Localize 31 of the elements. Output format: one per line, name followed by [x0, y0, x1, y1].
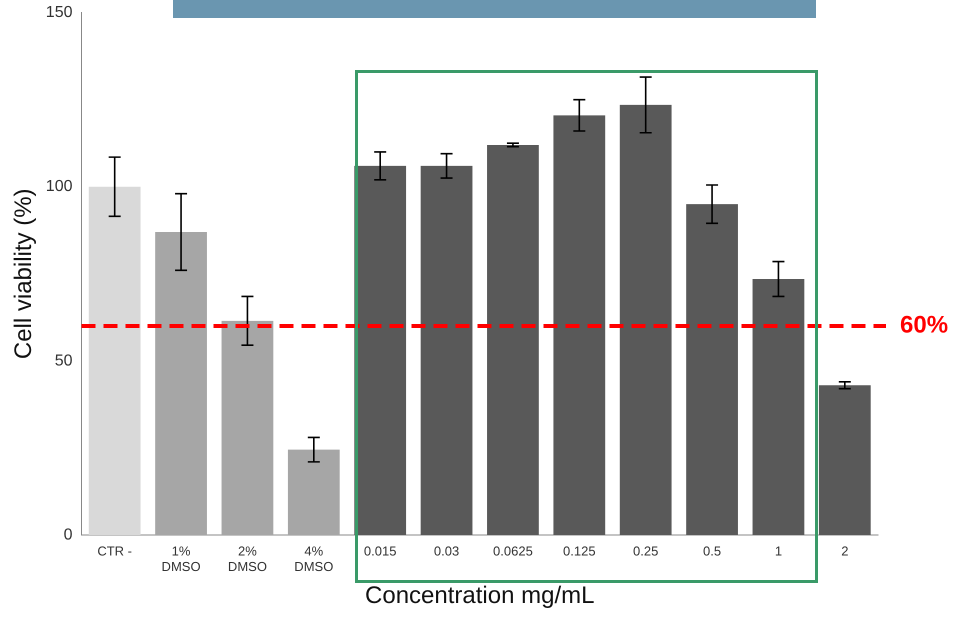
- x-tick-label: 2: [841, 543, 848, 558]
- x-axis-title: Concentration mg/mL: [365, 582, 594, 610]
- ref-line-label: 60%: [900, 312, 948, 339]
- bar: [288, 450, 340, 535]
- bar: [88, 186, 141, 535]
- y-tick-label: 0: [64, 526, 73, 544]
- bar: [752, 279, 804, 535]
- bar: [222, 320, 274, 535]
- x-tick-label: 4% DMSO: [294, 543, 334, 574]
- x-tick-label: 1: [774, 543, 782, 558]
- bar: [620, 104, 672, 535]
- x-tick-label: 0.015: [364, 543, 396, 558]
- bar: [686, 204, 738, 535]
- y-tick-label: 100: [46, 178, 73, 196]
- x-tick-label: 0.0625: [493, 543, 533, 558]
- x-tick-label: 0.125: [563, 543, 596, 558]
- x-tick-label: 0.25: [633, 543, 658, 558]
- bar: [487, 144, 539, 535]
- x-tick-label: CTR -: [97, 543, 132, 558]
- bar: [420, 166, 472, 535]
- x-tick-label: 1% DMSO: [162, 543, 201, 574]
- x-tick-label: 0.5: [703, 543, 722, 558]
- y-axis-title: Cell viability (%): [10, 188, 38, 360]
- y-tick-label: 50: [54, 352, 73, 370]
- bar: [354, 166, 406, 535]
- bar: [155, 232, 207, 535]
- bar: [553, 115, 606, 535]
- x-tick-label: 0.03: [434, 543, 460, 558]
- x-tick-label: 2% DMSO: [228, 543, 267, 574]
- y-tick-label: 150: [46, 4, 73, 22]
- bar: [818, 385, 871, 535]
